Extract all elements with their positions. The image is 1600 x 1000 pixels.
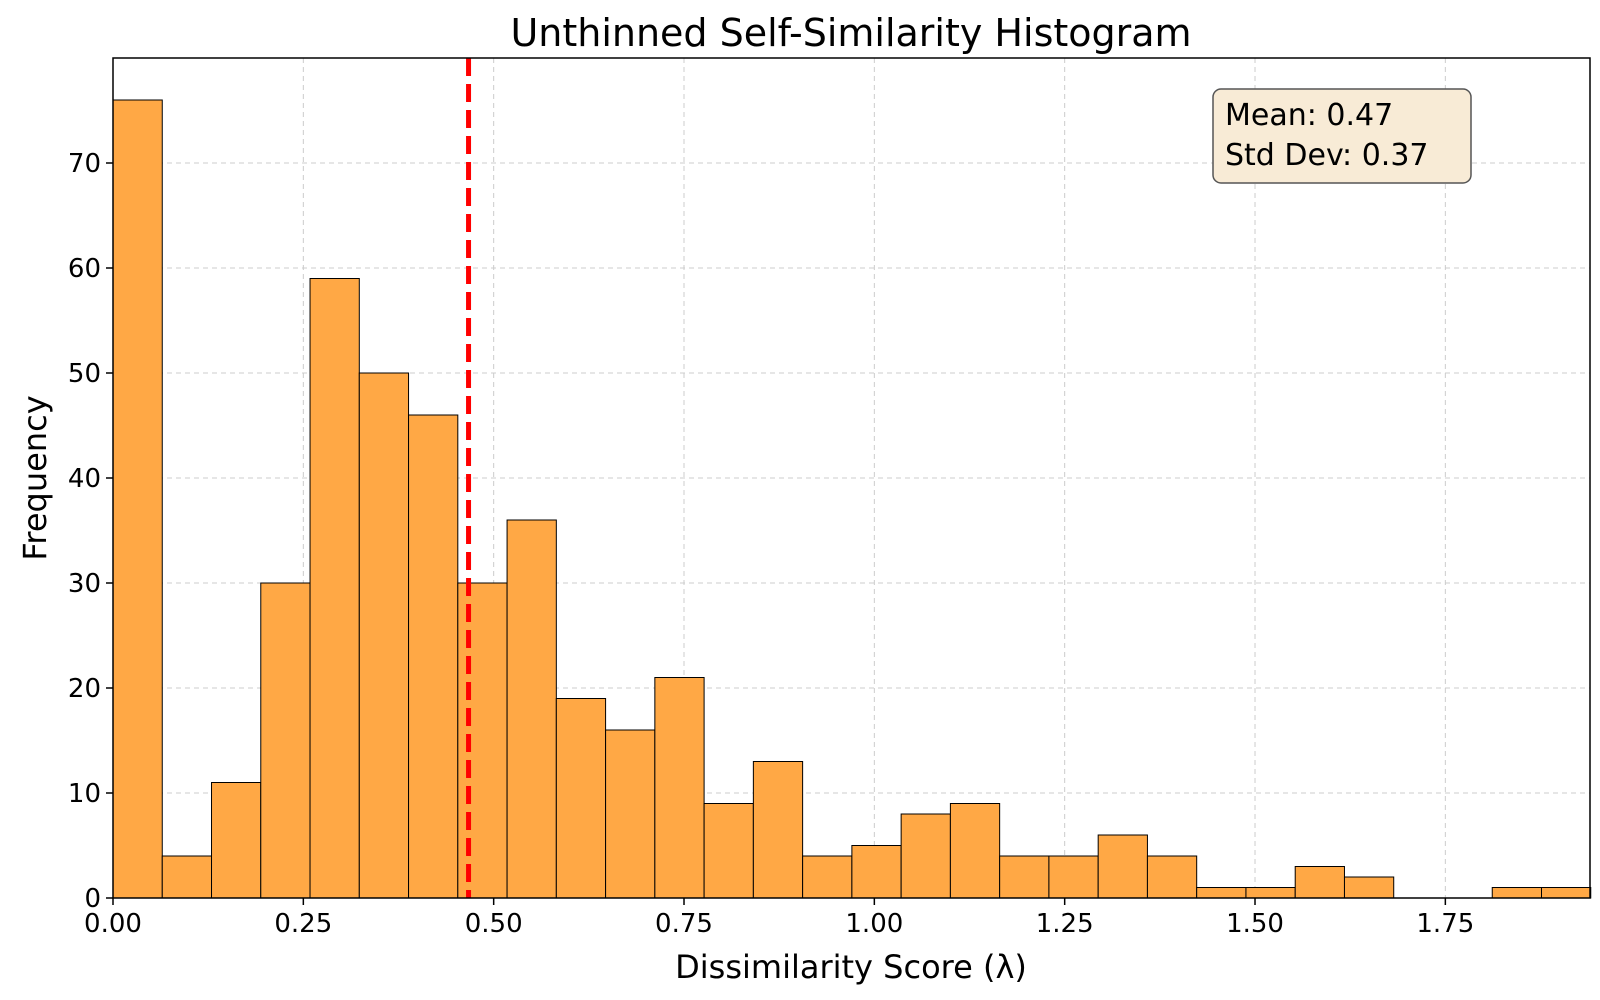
histogram-bar: [605, 729, 656, 899]
histogram-bar: [1491, 887, 1543, 899]
stats-std-text: Std Dev: 0.37: [1225, 138, 1429, 173]
y-tick-label: 0: [84, 884, 101, 914]
histogram-bar: [1541, 887, 1592, 899]
histogram-bar: [851, 845, 902, 899]
histogram-bar: [802, 855, 853, 899]
chart-title: Unthinned Self-Similarity Histogram: [510, 11, 1191, 55]
x-tick-label: 1.75: [1416, 909, 1474, 939]
histogram-bar: [112, 99, 163, 899]
x-tick-label: 0.75: [655, 909, 713, 939]
histogram-bar: [1294, 866, 1345, 899]
x-tick-label: 0.50: [465, 909, 523, 939]
histogram-bar: [752, 761, 804, 899]
histogram-bar: [1097, 834, 1148, 899]
histogram-bar: [900, 813, 951, 899]
histogram-bar: [211, 782, 262, 899]
histogram-bar: [358, 372, 410, 899]
y-tick-label: 60: [68, 254, 101, 284]
histogram-bar: [703, 803, 754, 899]
bar-layer: [112, 99, 1592, 899]
x-tick-label: 1.00: [845, 909, 903, 939]
histogram-bar: [506, 519, 557, 899]
y-tick-label: 40: [68, 464, 101, 494]
histogram-bar: [408, 414, 459, 899]
y-axis-title: Frequency: [16, 395, 54, 560]
histogram-bar: [1245, 887, 1296, 899]
histogram-bar: [309, 278, 360, 899]
tick-layer: 0.00 0.25 0.50 0.75 1.00 1.25 1.50 1.75 0 10 20 30 4…: [68, 149, 1474, 939]
histogram-bar: [1196, 887, 1247, 899]
y-tick-label: 50: [68, 359, 101, 389]
y-tick-label: 20: [68, 674, 101, 704]
x-tick-label: 1.50: [1226, 909, 1284, 939]
histogram-bar: [949, 803, 1001, 899]
histogram-bar: [1048, 855, 1099, 899]
stats-box-background: [1212, 88, 1472, 184]
histogram-bar: [1146, 855, 1198, 899]
histogram-bar: [555, 698, 607, 899]
stats-box: Mean: 0.47 Std Dev: 0.37: [1212, 88, 1472, 184]
y-tick-label: 10: [68, 779, 101, 809]
y-tick-label: 70: [68, 149, 101, 179]
histogram-bar: [161, 855, 213, 899]
x-tick-label: 1.25: [1036, 909, 1094, 939]
histogram-bar: [260, 582, 311, 899]
histogram-bar: [1343, 876, 1395, 899]
histogram-bar: [457, 582, 508, 899]
stats-mean-text: Mean: 0.47: [1225, 98, 1393, 133]
histogram-bar: [999, 855, 1050, 899]
x-tick-label: 0.25: [274, 909, 332, 939]
x-axis-title: Dissimilarity Score (λ): [675, 948, 1027, 986]
histogram-bar: [654, 677, 705, 899]
y-tick-label: 30: [68, 569, 101, 599]
x-tick-label: 0.00: [84, 909, 142, 939]
